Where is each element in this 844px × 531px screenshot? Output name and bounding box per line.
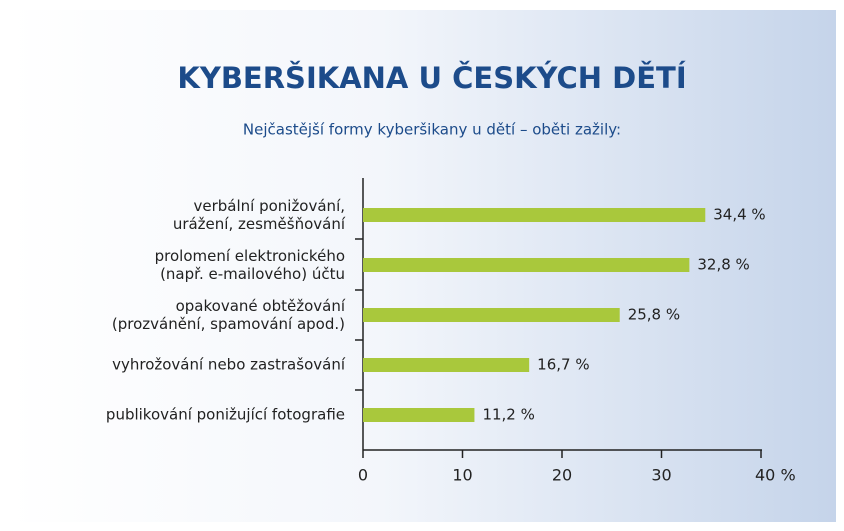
bar	[363, 358, 530, 372]
category-separators	[355, 238, 363, 391]
bar	[363, 258, 690, 272]
x-tick-label: 20	[552, 466, 572, 485]
category-label-line: (prozvánění, spamování apod.)	[112, 315, 345, 333]
value-label: 34,4 %	[713, 206, 765, 224]
chart-subtitle: Nejčastější formy kyberšikany u dětí – o…	[243, 121, 621, 139]
category-label-line: verbální ponižování,	[193, 197, 345, 215]
value-label: 16,7 %	[537, 356, 589, 374]
category-label-line: opakované obtěžování	[176, 297, 346, 315]
category-label-line: urážení, zesměšňování	[173, 215, 346, 233]
bar	[363, 408, 475, 422]
x-tick-label: 40 %	[755, 466, 796, 485]
value-label: 25,8 %	[628, 306, 680, 324]
category-label-line: prolomení elektronického	[155, 247, 345, 265]
bar	[363, 308, 620, 322]
x-tick-label: 0	[358, 466, 368, 485]
x-tick-label: 30	[651, 466, 671, 485]
chart-title: KYBERŠIKANA U ČESKÝCH DĚTÍ	[177, 61, 686, 95]
category-label: verbální ponižování, urážení, zesměšňován…	[173, 197, 346, 233]
x-tick-label: 10	[452, 466, 472, 485]
category-label: vyhrožování nebo zastrašování	[112, 356, 346, 374]
category-label-line: (např. e-mailového) účtu	[160, 265, 345, 283]
category-label: prolomení elektronického (např. e-mailové…	[155, 247, 345, 283]
value-label: 11,2 %	[482, 406, 534, 424]
category-label: opakované obtěžování (prozvánění, spamová…	[112, 297, 346, 333]
category-label: publikování ponižující fotografie	[106, 406, 345, 424]
value-label: 32,8 %	[697, 256, 749, 274]
bar	[363, 208, 706, 222]
